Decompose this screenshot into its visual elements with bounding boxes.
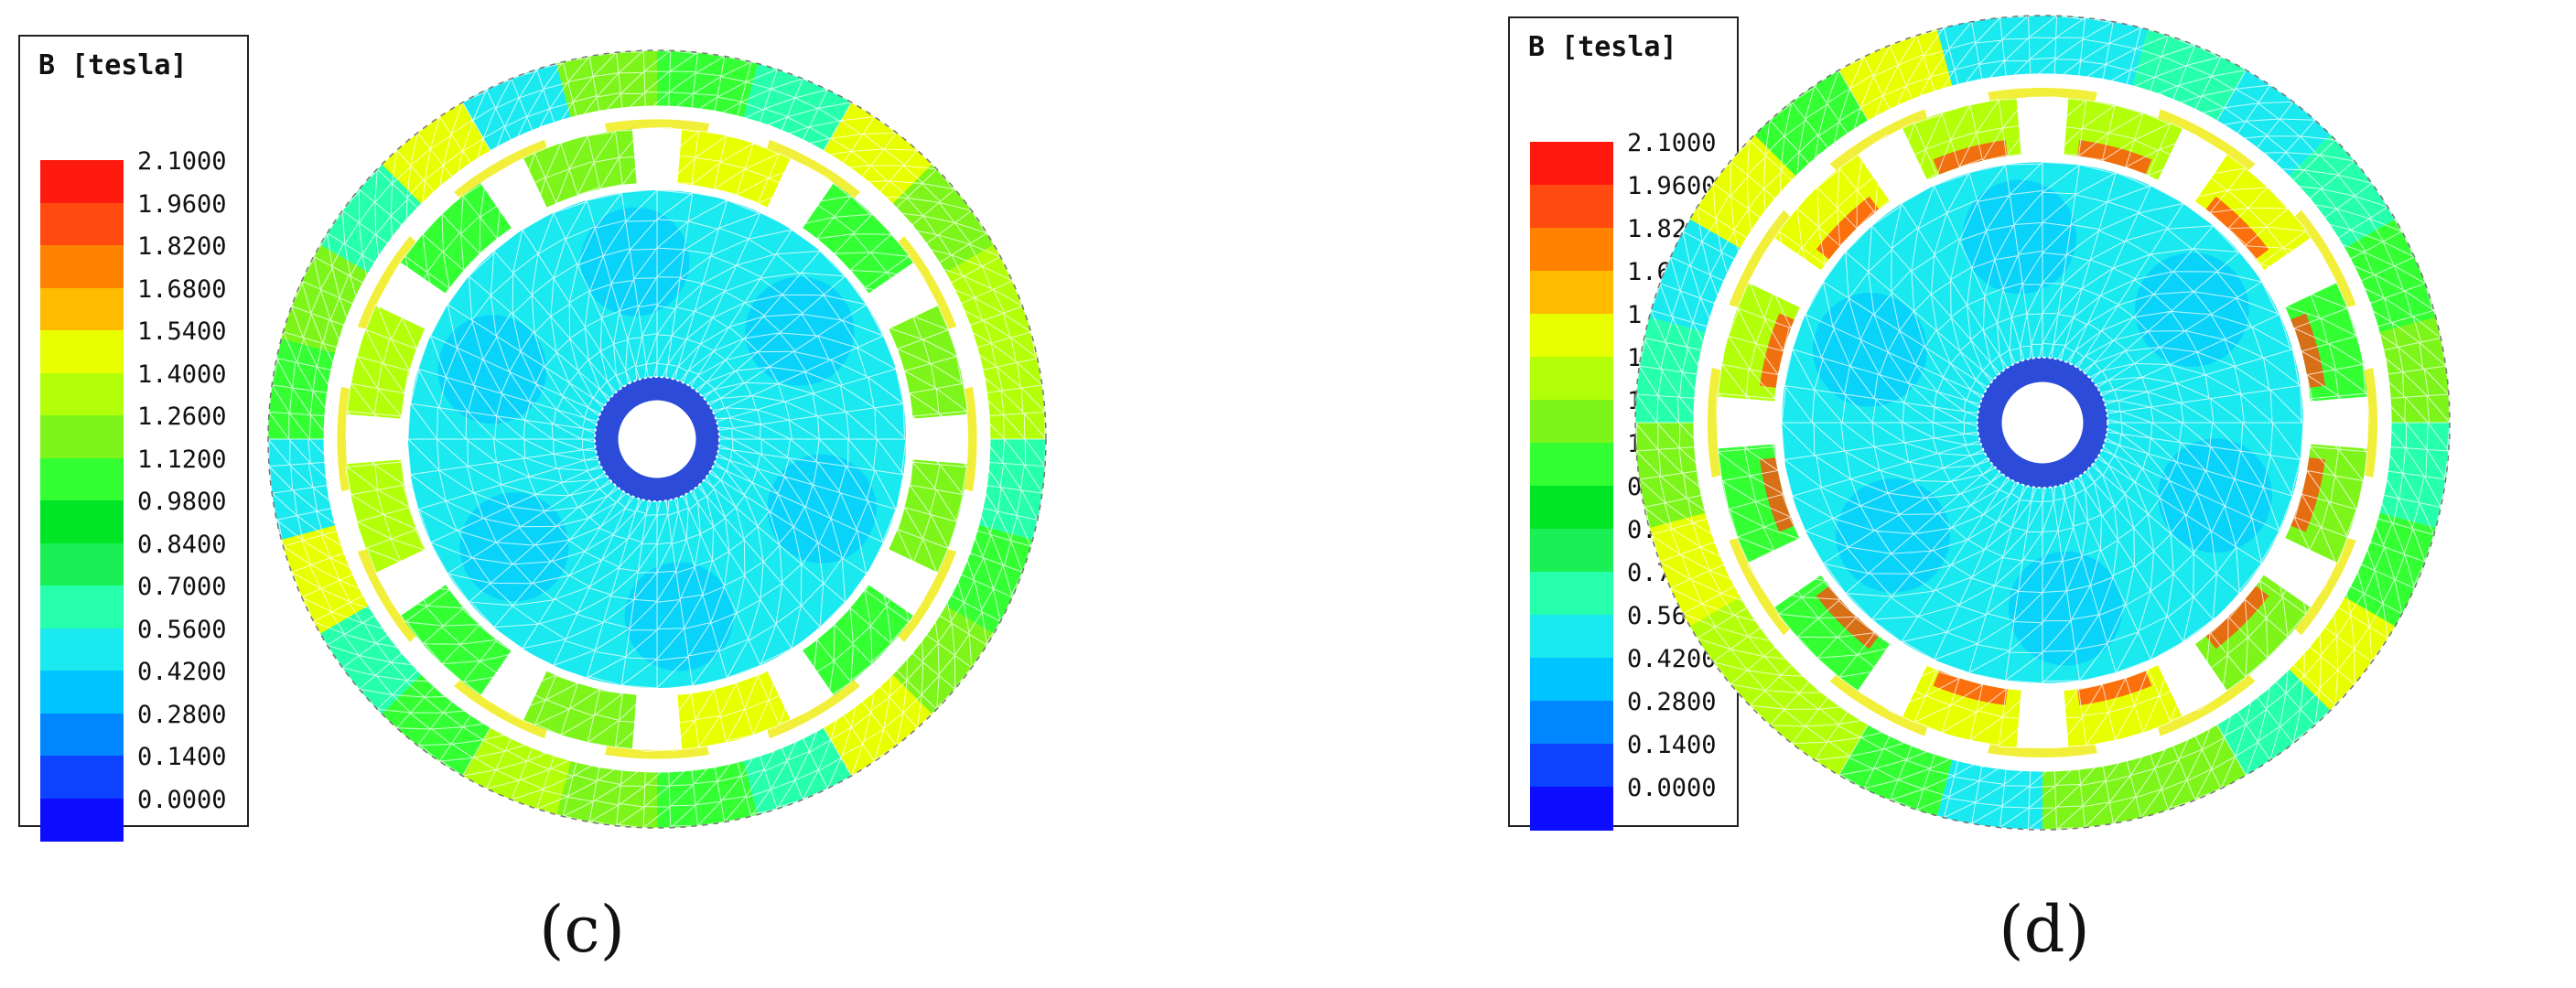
legend-value: 0.2800 — [1627, 688, 1717, 716]
legend-value: 1.9600 — [137, 189, 227, 219]
motor-cross-section-c — [266, 49, 1047, 829]
caption-d: (d) — [1999, 892, 2090, 967]
legend-value: 1.1200 — [137, 445, 227, 474]
legend-value: 0.4200 — [1627, 645, 1717, 673]
legend-value: 1.8200 — [137, 232, 227, 261]
legend-value: 0.0000 — [137, 785, 227, 814]
legend-swatch — [40, 671, 124, 714]
legend-swatch — [40, 500, 124, 544]
legend-swatch — [40, 415, 124, 459]
legend-swatch — [1530, 271, 1613, 315]
panel-d: B [tesla] 2.10001.96001.82001.68001.5400… — [1288, 0, 2575, 988]
legend-swatch — [1530, 142, 1613, 186]
legend-swatch — [1530, 357, 1613, 401]
legend-value: 2.1000 — [1627, 129, 1717, 157]
legend-swatch — [40, 160, 124, 204]
legend-value: 0.5600 — [137, 615, 227, 644]
legend-value: 1.4000 — [137, 360, 227, 389]
legend-swatch — [40, 585, 124, 629]
legend-value: 0.9800 — [137, 488, 227, 516]
legend-swatch — [1530, 658, 1613, 702]
legend-title: B [tesla] — [1528, 31, 1677, 63]
legend-value: 0.0000 — [1627, 774, 1717, 802]
legend-swatch — [1530, 314, 1613, 358]
legend-value: 1.6800 — [137, 274, 227, 304]
legend-value: 0.2800 — [137, 700, 227, 729]
legend-swatch — [40, 798, 124, 842]
legend-value: 0.8400 — [137, 530, 227, 559]
legend-swatch — [40, 330, 124, 374]
motor-cross-section-d — [1633, 14, 2451, 831]
legend-title: B [tesla] — [38, 49, 188, 81]
legend-swatch — [40, 202, 124, 246]
legend-value: 0.1400 — [137, 743, 227, 771]
legend-swatch — [1530, 228, 1613, 272]
legend-swatch — [1530, 400, 1613, 444]
legend-value: 1.5400 — [137, 317, 227, 346]
legend-swatch — [1530, 486, 1613, 530]
legend-value: 0.4200 — [137, 658, 227, 686]
legend-swatch — [1530, 185, 1613, 229]
legend-value: 0.7000 — [137, 573, 227, 601]
caption-c: (c) — [539, 892, 625, 967]
legend-swatch — [1530, 443, 1613, 487]
legend-swatch — [40, 628, 124, 671]
legend-swatch — [1530, 701, 1613, 745]
legend-value: 1.2600 — [137, 403, 227, 431]
legend-swatch — [1530, 572, 1613, 616]
legend-c: B [tesla] 2.1000 1.9600 1.8200 1.6800 1.5400… — [18, 35, 249, 842]
legend-swatch — [40, 287, 124, 331]
legend-swatch — [40, 245, 124, 289]
legend-value: 2.1000 — [137, 147, 227, 176]
legend-swatch — [40, 756, 124, 800]
legend-value: 0.1400 — [1627, 731, 1717, 759]
legend-swatch — [40, 372, 124, 416]
legend-value: 1.9600 — [1627, 172, 1717, 200]
legend-swatch — [40, 457, 124, 501]
legend-swatch — [40, 713, 124, 757]
legend-swatch — [1530, 744, 1613, 788]
legend-swatch — [1530, 615, 1613, 659]
legend-swatch — [1530, 787, 1613, 831]
legend-swatch — [1530, 529, 1613, 573]
legend-swatch — [40, 542, 124, 586]
panel-c: B [tesla] 2.1000 1.9600 1.8200 1.6800 1.5400… — [18, 35, 1047, 967]
